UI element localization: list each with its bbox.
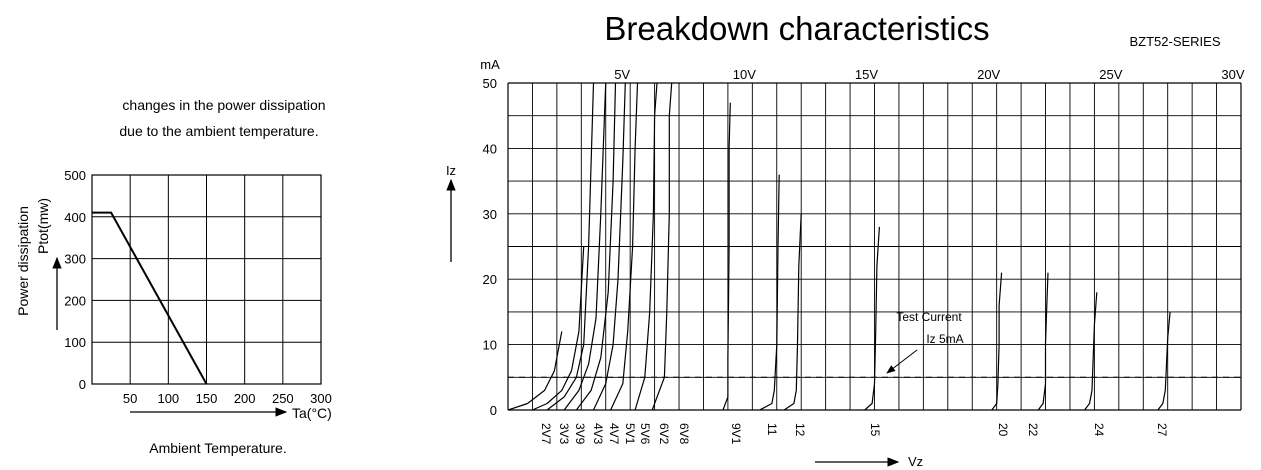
- left-y-tick-label: 200: [64, 293, 86, 308]
- left-caption-line2: due to the ambient temperature.: [119, 123, 318, 139]
- left-xlabel-arrow: Ta(°C): [292, 405, 332, 421]
- x-arrow-label: Vz: [908, 454, 923, 469]
- curve-20: [991, 272, 1003, 411]
- right-y-tick-label: 40: [483, 141, 497, 156]
- right-x-tick-label: 10V: [733, 67, 756, 82]
- breakdown-chart: Breakdown characteristics BZT52-SERIES m…: [446, 10, 1245, 469]
- left-x-tick-label: 250: [272, 391, 294, 406]
- right-tick-labels: 5V 10V 15V 20V 25V 30V 0 10 20 30 40 50: [483, 67, 1245, 418]
- diode-label-4v3: 4V3: [591, 423, 605, 445]
- curve-4v3: [563, 82, 607, 411]
- right-y-tick-label: 50: [483, 76, 497, 91]
- power-derating-line: [92, 211, 208, 385]
- chart-title: Breakdown characteristics: [604, 10, 989, 47]
- zener-curves: [507, 82, 1171, 411]
- y-unit-label: mA: [480, 57, 500, 72]
- diode-label-15: 15: [868, 423, 882, 437]
- left-x-tick-label: 150: [196, 391, 218, 406]
- y-arrow-label: Iz: [446, 163, 456, 178]
- left-grid: [91, 174, 322, 385]
- left-x-tick-label: 200: [234, 391, 256, 406]
- left-y-tick-label: 300: [64, 252, 86, 267]
- diode-label-5v1: 5V1: [623, 423, 637, 445]
- left-caption-line1: changes in the power dissipation: [122, 97, 325, 113]
- left-ylabel-outer: Power dissipation: [15, 206, 31, 316]
- right-x-tick-label: 15V: [855, 67, 878, 82]
- curve-24: [1084, 292, 1098, 411]
- diode-label-6v2: 6V2: [657, 423, 671, 445]
- annotation-line2: Iz 5mA: [926, 332, 963, 346]
- curve-11: [759, 174, 780, 411]
- curve-15: [864, 226, 880, 411]
- diode-label-3v3: 3V3: [557, 423, 571, 445]
- diode-label-11: 11: [765, 423, 779, 436]
- right-y-tick-label: 20: [483, 272, 497, 287]
- right-y-tick-label: 0: [490, 403, 497, 418]
- curve-5v1: [592, 82, 626, 411]
- curve-6v2: [634, 82, 658, 411]
- series-label: BZT52-SERIES: [1129, 34, 1220, 49]
- left-tick-labels: 50 100 150 200 250 300 0 100 200 300 400 500: [64, 168, 332, 406]
- right-x-tick-label: 5V: [614, 67, 630, 82]
- left-series-line: [92, 211, 208, 385]
- right-x-tick-label: 30V: [1221, 67, 1244, 82]
- diode-label-2v7: 2V7: [539, 423, 553, 445]
- left-y-tick-label: 0: [79, 377, 86, 392]
- diode-label-4v7: 4V7: [607, 423, 621, 445]
- left-y-tick-label: 100: [64, 335, 86, 350]
- curve-6v8: [651, 82, 673, 411]
- left-x-tick-label: 300: [310, 391, 332, 406]
- diode-label-5v6: 5V6: [638, 423, 652, 445]
- curve-12: [783, 213, 802, 411]
- curve-3v3: [532, 246, 585, 411]
- curve-2v7: [507, 331, 563, 411]
- curve-5v6: [610, 82, 639, 411]
- right-x-tick-label: 25V: [1099, 67, 1122, 82]
- curve-27: [1157, 311, 1171, 411]
- diode-label-24: 24: [1092, 423, 1106, 437]
- diode-label-27: 27: [1155, 423, 1169, 437]
- diode-label-12: 12: [793, 423, 807, 437]
- annotation-arrow: [886, 349, 918, 374]
- left-y-tick-label: 400: [64, 210, 86, 225]
- diode-label-20: 20: [996, 423, 1010, 437]
- diode-labels: 2V7 3V3 3V9 4V3 4V7 5V1 5V6 6V2 6V8 9V1 11 12 15 20 22…: [539, 423, 1169, 445]
- curve-9v1: [722, 102, 731, 411]
- left-x-tick-label: 50: [123, 391, 137, 406]
- right-y-tick-label: 30: [483, 207, 497, 222]
- left-y-tick-label: 500: [64, 168, 86, 183]
- diode-label-6v8: 6V8: [677, 423, 691, 445]
- power-dissipation-chart: changes in the power dissipation due to …: [15, 97, 332, 456]
- diode-label-9v1: 9V1: [729, 423, 743, 445]
- diode-label-22: 22: [1026, 423, 1040, 437]
- right-x-tick-label: 20V: [977, 67, 1000, 82]
- left-x-tick-label: 100: [157, 391, 179, 406]
- curve-4v7: [575, 82, 617, 411]
- left-ylabel-inner: Ptot(mw): [35, 198, 51, 254]
- curve-22: [1037, 272, 1049, 411]
- right-y-tick-label: 10: [483, 338, 497, 353]
- diode-label-3v9: 3V9: [573, 423, 587, 445]
- annotation-line1: Test Current: [896, 310, 962, 324]
- left-xlabel-bottom: Ambient Temperature.: [149, 440, 286, 456]
- curve-3v9: [546, 82, 595, 411]
